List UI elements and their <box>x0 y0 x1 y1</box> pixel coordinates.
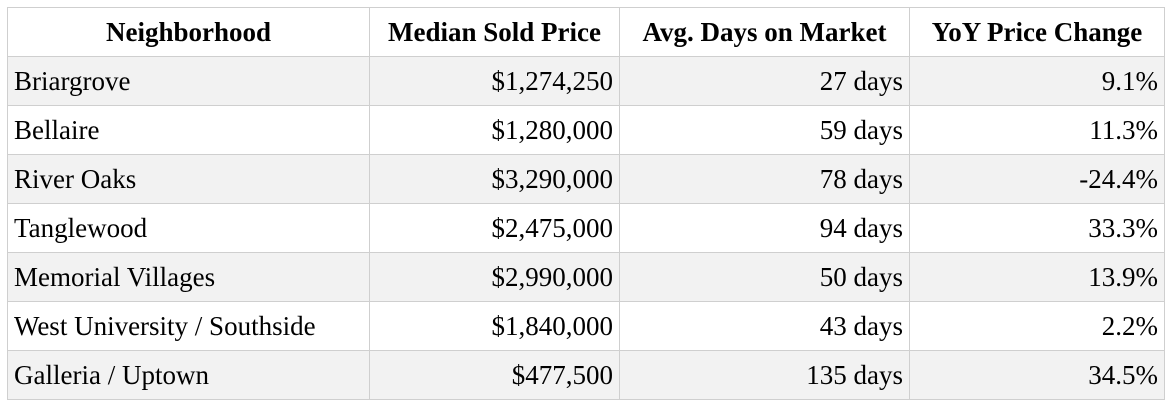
cell-avg-days-on-market: 43 days <box>619 301 910 351</box>
cell-median-sold-price: $1,280,000 <box>369 105 620 155</box>
table-row: Bellaire $1,280,000 59 days 11.3% <box>7 105 1165 155</box>
cell-neighborhood: River Oaks <box>7 154 370 204</box>
cell-avg-days-on-market: 50 days <box>619 252 910 302</box>
table-body: Briargrove $1,274,250 27 days 9.1% Bella… <box>7 56 1165 400</box>
cell-neighborhood: West University / Southside <box>7 301 370 351</box>
cell-yoy-price-change: -24.4% <box>909 154 1165 204</box>
cell-avg-days-on-market: 27 days <box>619 56 910 106</box>
cell-neighborhood: Memorial Villages <box>7 252 370 302</box>
table-row: Memorial Villages $2,990,000 50 days 13.… <box>7 252 1165 302</box>
cell-median-sold-price: $2,475,000 <box>369 203 620 253</box>
cell-yoy-price-change: 9.1% <box>909 56 1165 106</box>
table-row: Briargrove $1,274,250 27 days 9.1% <box>7 56 1165 106</box>
cell-avg-days-on-market: 135 days <box>619 350 910 400</box>
cell-neighborhood: Galleria / Uptown <box>7 350 370 400</box>
column-header-neighborhood: Neighborhood <box>7 7 370 57</box>
cell-median-sold-price: $3,290,000 <box>369 154 620 204</box>
table-header: Neighborhood Median Sold Price Avg. Days… <box>7 7 1165 57</box>
cell-yoy-price-change: 13.9% <box>909 252 1165 302</box>
cell-yoy-price-change: 34.5% <box>909 350 1165 400</box>
table-row: Tanglewood $2,475,000 94 days 33.3% <box>7 203 1165 253</box>
table-row: West University / Southside $1,840,000 4… <box>7 301 1165 351</box>
table-row: River Oaks $3,290,000 78 days -24.4% <box>7 154 1165 204</box>
cell-median-sold-price: $2,990,000 <box>369 252 620 302</box>
cell-median-sold-price: $477,500 <box>369 350 620 400</box>
cell-neighborhood: Tanglewood <box>7 203 370 253</box>
header-row: Neighborhood Median Sold Price Avg. Days… <box>7 7 1165 57</box>
cell-median-sold-price: $1,840,000 <box>369 301 620 351</box>
cell-avg-days-on-market: 59 days <box>619 105 910 155</box>
table-row: Galleria / Uptown $477,500 135 days 34.5… <box>7 350 1165 400</box>
cell-yoy-price-change: 2.2% <box>909 301 1165 351</box>
column-header-median-sold-price: Median Sold Price <box>369 7 620 57</box>
cell-avg-days-on-market: 94 days <box>619 203 910 253</box>
cell-neighborhood: Bellaire <box>7 105 370 155</box>
cell-yoy-price-change: 11.3% <box>909 105 1165 155</box>
neighborhood-market-table: Neighborhood Median Sold Price Avg. Days… <box>7 7 1165 400</box>
cell-neighborhood: Briargrove <box>7 56 370 106</box>
column-header-avg-days-on-market: Avg. Days on Market <box>619 7 910 57</box>
column-header-yoy-price-change: YoY Price Change <box>909 7 1165 57</box>
cell-avg-days-on-market: 78 days <box>619 154 910 204</box>
cell-yoy-price-change: 33.3% <box>909 203 1165 253</box>
cell-median-sold-price: $1,274,250 <box>369 56 620 106</box>
